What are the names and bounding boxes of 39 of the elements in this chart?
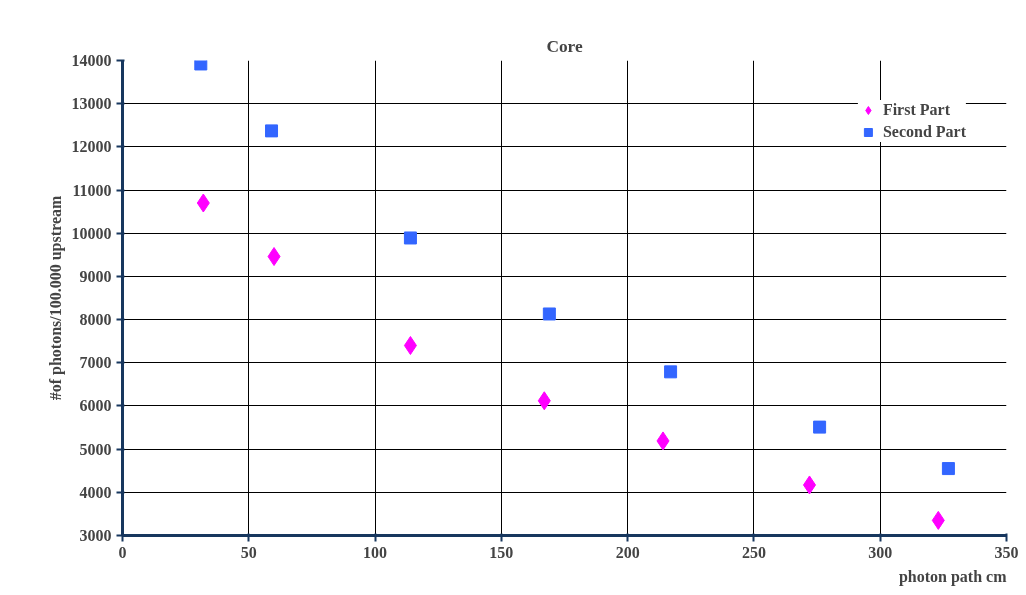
x-tick-label: 350 [994,543,1019,561]
x-tick-label: 300 [868,543,893,561]
x-tick-label: 250 [741,543,766,561]
y-tick-label: 4000 [79,483,112,501]
point [664,365,678,379]
y-tick-label: 11000 [72,181,112,199]
chart-title: Core [546,36,583,56]
point [941,462,955,476]
x-tick-label: 100 [363,543,388,561]
point [403,231,417,245]
point [931,510,945,530]
point [537,391,551,411]
y-axis-title: #of photons/100.000 upstream [46,195,65,401]
y-tick-label: 14000 [71,52,112,69]
x-tick-label: 150 [489,543,514,561]
y-tick-label: 5000 [79,440,112,458]
point [265,124,279,138]
y-tick-label: 13000 [71,95,112,113]
point [196,193,210,213]
point [267,247,281,267]
y-tick-label: 6000 [79,397,112,415]
y-tick-label: 7000 [79,354,112,372]
legend-label: First Part [882,101,950,119]
point [542,307,556,321]
y-tick-label: 10000 [71,224,112,242]
x-axis-title: photon path cm [898,567,1008,586]
y-tick-label: 9000 [79,267,112,285]
point [194,60,208,71]
point [802,475,816,495]
point [813,420,827,434]
y-tick-label: 8000 [79,311,112,329]
x-tick-label: 50 [240,543,257,561]
point [403,336,417,355]
point [656,431,670,451]
x-tick-label: 0 [118,543,127,561]
legend-label: Second Part [882,123,966,141]
x-tick-label: 200 [615,543,640,561]
y-tick-label: 12000 [71,138,112,156]
y-tick-label: 3000 [79,527,112,544]
